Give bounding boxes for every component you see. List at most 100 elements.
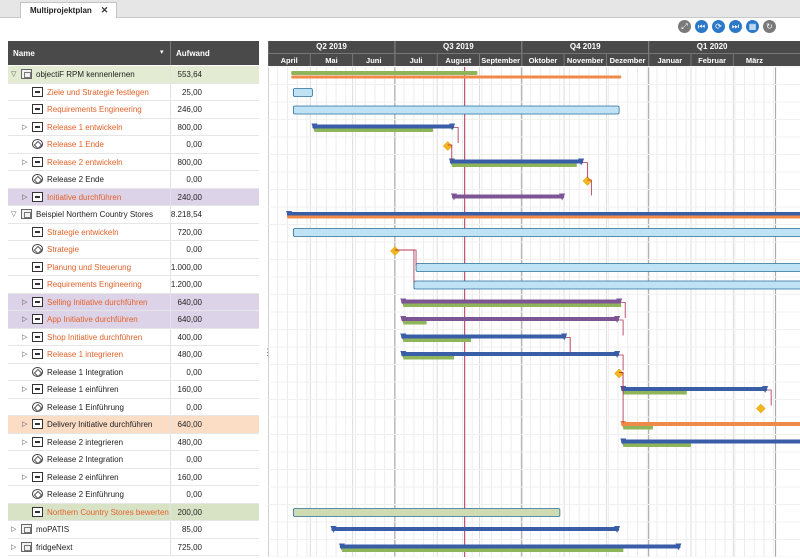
row-name[interactable]: Beispiel Northern Country Stores — [36, 210, 153, 219]
cell-divider — [170, 468, 171, 485]
row-name[interactable]: Requirements Engineering — [47, 105, 142, 114]
row-name[interactable]: Planung und Steuerung — [47, 262, 132, 272]
expand-icon[interactable]: ▷ — [22, 421, 28, 428]
row-name[interactable]: fridgeNext — [36, 542, 73, 552]
table-row[interactable]: ▷ App Initiative durchführen 640,00 — [8, 311, 259, 329]
expand-icon[interactable]: ▷ — [22, 386, 28, 393]
table-row[interactable]: Northern Country Stores bewerten 200,00 — [8, 503, 259, 521]
table-row[interactable]: ▽ Beispiel Northern Country Stores 8.218,5… — [8, 206, 259, 224]
row-name[interactable]: Release 1 Ende — [47, 140, 104, 149]
expand-icon[interactable]: ▷ — [11, 526, 17, 533]
row-name[interactable]: moPATIS — [36, 525, 70, 534]
row-name[interactable]: Selling Initiative durchführen — [47, 297, 148, 307]
tab-multiprojektplan[interactable]: Multiprojektplan ✕ — [20, 2, 118, 18]
table-row[interactable]: Release 2 Einführung 0,00 — [8, 486, 259, 504]
summary-bar — [339, 544, 681, 549]
quarter-label: Q1 2020 — [697, 42, 728, 51]
milestone-icon — [32, 401, 43, 412]
table-row[interactable]: Release 2 Ende 0,00 — [8, 171, 259, 189]
row-name[interactable]: Release 2 integrieren — [47, 437, 124, 447]
expand-icon[interactable]: ▷ — [22, 316, 28, 323]
summary-bar — [449, 159, 584, 164]
expand-icon[interactable]: ▷ — [22, 333, 28, 341]
calendar-icon[interactable]: ▦ — [746, 20, 759, 33]
summary-bar-cap — [451, 193, 458, 201]
row-name[interactable]: Release 2 entwickeln — [47, 157, 123, 167]
row-name[interactable]: Release 2 einführen — [47, 472, 119, 482]
expand-icon[interactable]: ▷ — [11, 543, 17, 551]
task-bar — [413, 280, 800, 290]
table-row[interactable]: ▷ Release 2 integrieren 480,00 — [8, 433, 259, 451]
summary-bar — [401, 299, 622, 304]
column-header-aufwand[interactable]: Aufwand — [176, 49, 210, 58]
progress-bar — [623, 426, 653, 430]
row-name[interactable]: objectiF RPM kennenlernen — [36, 70, 135, 79]
table-row[interactable]: Strategie entwickeln 720,00 — [8, 223, 259, 241]
table-row[interactable]: Release 2 Integration 0,00 — [8, 451, 259, 469]
table-row[interactable]: ▷ fridgeNext 725,00 — [8, 538, 259, 556]
cell-divider — [170, 346, 171, 363]
row-name[interactable]: Release 2 Einführung — [47, 490, 124, 499]
expand-icon[interactable]: ▷ — [22, 473, 28, 481]
row-name[interactable]: Delivery Initiative durchführen — [47, 420, 153, 429]
table-row[interactable]: ▷ Selling Initiative durchführen 640,00 — [8, 293, 259, 311]
summary-bar — [312, 124, 455, 129]
jump-today-icon[interactable]: ⟳ — [712, 20, 725, 33]
row-name[interactable]: Requirements Engineering — [47, 280, 142, 289]
expand-icon[interactable]: ▷ — [22, 298, 28, 306]
cell-divider — [170, 258, 171, 275]
expand-icon[interactable]: ▷ — [22, 351, 28, 358]
table-row[interactable]: ▷ Initiative durchführen 240,00 — [8, 188, 259, 206]
cell-divider — [170, 101, 171, 118]
table-row[interactable]: Release 1 Ende 0,00 — [8, 136, 259, 154]
table-row[interactable]: Planung und Steuerung 1.000,00 — [8, 258, 259, 276]
table-row[interactable]: ▷ Delivery Initiative durchführen 640,00 — [8, 416, 259, 434]
row-name[interactable]: Strategie entwickeln — [47, 227, 119, 237]
table-row[interactable]: Requirements Engineering 246,00 — [8, 101, 259, 119]
refresh-icon[interactable]: ↻ — [763, 20, 776, 33]
table-row[interactable]: ▷ Release 2 entwickeln 800,00 — [8, 153, 259, 171]
row-aufwand: 0,00 — [186, 245, 202, 254]
row-name[interactable]: Release 2 Ende — [47, 175, 104, 184]
row-name[interactable]: Release 1 Einführung — [47, 402, 124, 412]
collapse-icon[interactable]: ▽ — [11, 211, 17, 218]
collapse-icon[interactable]: ▽ — [11, 71, 17, 78]
row-name[interactable]: Ziele und Strategie festlegen — [47, 87, 149, 97]
table-row[interactable]: ▷ moPATIS 85,00 — [8, 521, 259, 539]
table-row[interactable]: Strategie 0,00 — [8, 241, 259, 259]
table-row[interactable]: ▷ Release 2 einführen 160,00 — [8, 468, 259, 486]
table-row[interactable]: ▷ Release 1 integrieren 480,00 — [8, 346, 259, 364]
expand-icon[interactable]: ▷ — [22, 193, 28, 201]
table-row[interactable]: ▷ Release 1 entwickeln 800,00 — [8, 118, 259, 136]
row-name[interactable]: Strategie — [47, 245, 80, 254]
table-row[interactable]: ▷ Release 1 einführen 160,00 — [8, 381, 259, 399]
jump-start-icon[interactable]: ⏮ — [695, 20, 708, 33]
row-name[interactable]: Release 1 integrieren — [47, 350, 124, 359]
expand-icon[interactable]: ⤢ — [678, 20, 691, 33]
row-name[interactable]: Release 1 Integration — [47, 367, 124, 377]
table-row[interactable]: ▷ Shop Initiative durchführen 400,00 — [8, 328, 259, 346]
row-name[interactable]: Release 1 entwickeln — [47, 122, 123, 132]
sort-desc-icon[interactable]: ▾ — [160, 49, 164, 56]
cell-divider — [170, 503, 171, 520]
dependency-link — [619, 354, 624, 371]
close-icon[interactable]: ✕ — [100, 5, 109, 15]
table-row[interactable]: ▽ objectiF RPM kennenlernen 553,64 — [8, 66, 259, 84]
row-name[interactable]: Shop Initiative durchführen — [47, 332, 143, 342]
expand-icon[interactable]: ▷ — [22, 123, 28, 131]
row-name[interactable]: Initiative durchführen — [47, 192, 122, 202]
row-name[interactable]: Release 1 einführen — [47, 385, 119, 394]
column-divider[interactable] — [170, 41, 171, 65]
row-name[interactable]: App Initiative durchführen — [47, 315, 138, 324]
table-row[interactable]: Release 1 Integration 0,00 — [8, 363, 259, 381]
table-row[interactable]: Ziele und Strategie festlegen 25,00 — [8, 83, 259, 101]
jump-end-icon[interactable]: ⏭ — [729, 20, 742, 33]
table-row[interactable]: Release 1 Einführung 0,00 — [8, 398, 259, 416]
table-row[interactable]: Requirements Engineering 1.200,00 — [8, 276, 259, 294]
expand-icon[interactable]: ▷ — [22, 158, 28, 166]
row-name[interactable]: Northern Country Stores bewerten — [47, 507, 169, 517]
column-header-name[interactable]: Name — [13, 49, 35, 58]
row-name[interactable]: Release 2 Integration — [47, 455, 124, 464]
summary-bar-cap — [614, 526, 621, 533]
expand-icon[interactable]: ▷ — [22, 438, 28, 446]
